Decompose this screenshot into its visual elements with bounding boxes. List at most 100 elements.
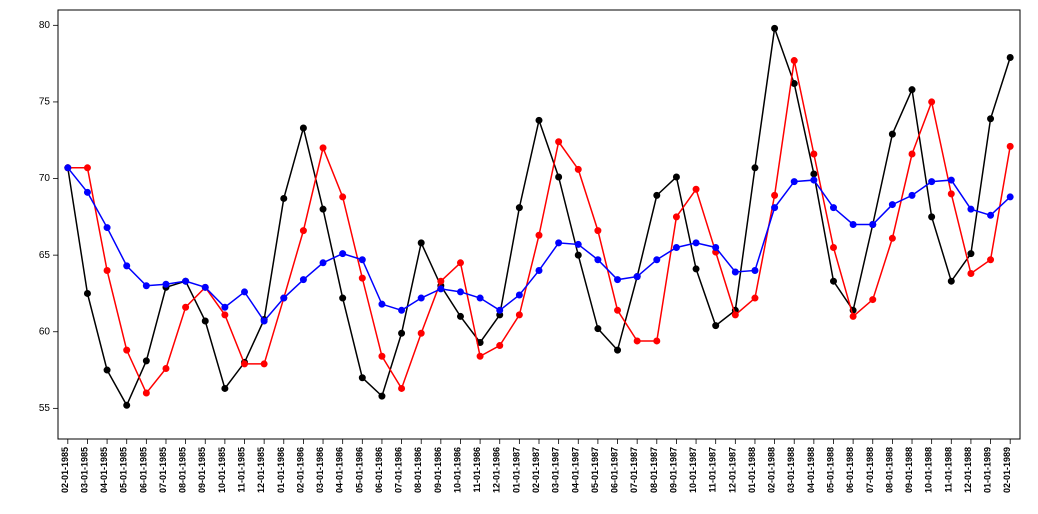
- series-red-marker: [948, 191, 954, 197]
- y-tick-label: 65: [39, 250, 51, 261]
- series-red-marker: [988, 257, 994, 263]
- x-tick-label: 02-01-1985: [60, 447, 70, 493]
- series-black-marker: [359, 375, 365, 381]
- x-tick-label: 02-01-1987: [531, 447, 541, 493]
- series-black-marker: [752, 165, 758, 171]
- series-blue-marker: [772, 205, 778, 211]
- x-tick-label: 01-01-1988: [747, 447, 757, 493]
- series-black-marker: [654, 192, 660, 198]
- series-blue-marker: [418, 295, 424, 301]
- series-red-marker: [300, 228, 306, 234]
- series-blue-marker: [359, 257, 365, 263]
- series-red-marker: [242, 361, 248, 367]
- series-blue-marker: [457, 289, 463, 295]
- series-red-marker: [811, 151, 817, 157]
- series-blue-marker: [516, 292, 522, 298]
- series-blue-marker: [242, 289, 248, 295]
- series-black-marker: [909, 87, 915, 93]
- line-chart: 55606570758002-01-198503-01-198504-01-19…: [0, 0, 1038, 514]
- y-tick-label: 75: [39, 97, 51, 108]
- series-blue-marker: [84, 189, 90, 195]
- x-tick-label: 04-01-1988: [806, 447, 816, 493]
- series-red-marker: [183, 304, 189, 310]
- x-tick-label: 05-01-1988: [825, 447, 835, 493]
- series-red-marker: [654, 338, 660, 344]
- series-black-marker: [948, 278, 954, 284]
- series-blue-marker: [261, 318, 267, 324]
- x-tick-label: 11-01-1987: [708, 447, 718, 493]
- series-red-marker: [772, 192, 778, 198]
- x-tick-label: 07-01-1986: [394, 447, 404, 493]
- series-red-marker: [143, 390, 149, 396]
- series-blue-marker: [595, 257, 601, 263]
- series-black-marker: [988, 116, 994, 122]
- series-blue-marker: [850, 222, 856, 228]
- series-black-marker: [929, 214, 935, 220]
- series-blue-marker: [988, 212, 994, 218]
- series-blue-marker: [222, 304, 228, 310]
- series-black-marker: [300, 125, 306, 131]
- series-blue-marker: [477, 295, 483, 301]
- series-blue-marker: [1007, 194, 1013, 200]
- series-red-marker: [516, 312, 522, 318]
- series-black-marker: [889, 131, 895, 137]
- series-red-marker: [732, 312, 738, 318]
- series-red-marker: [124, 347, 130, 353]
- x-tick-label: 05-01-1987: [590, 447, 600, 493]
- series-black-marker: [791, 81, 797, 87]
- series-blue-marker: [183, 278, 189, 284]
- series-red-marker: [752, 295, 758, 301]
- x-tick-label: 03-01-1987: [551, 447, 561, 493]
- series-black-marker: [320, 206, 326, 212]
- x-tick-label: 01-01-1989: [983, 447, 993, 493]
- series-black-marker: [536, 117, 542, 123]
- x-tick-label: 10-01-1988: [924, 447, 934, 493]
- series-red-marker: [673, 214, 679, 220]
- series-red-marker: [850, 313, 856, 319]
- x-tick-label: 04-01-1987: [570, 447, 580, 493]
- series-red-marker: [870, 297, 876, 303]
- x-tick-label: 12-01-1988: [963, 447, 973, 493]
- x-tick-label: 09-01-1986: [433, 447, 443, 493]
- series-red-marker: [457, 260, 463, 266]
- x-tick-label: 02-01-1986: [295, 447, 305, 493]
- x-tick-label: 12-01-1985: [256, 447, 266, 493]
- series-black-marker: [673, 174, 679, 180]
- series-blue-marker: [811, 177, 817, 183]
- x-tick-label: 01-01-1987: [511, 447, 521, 493]
- series-black-marker: [124, 402, 130, 408]
- series-blue-marker: [968, 206, 974, 212]
- x-tick-label: 08-01-1986: [413, 447, 423, 493]
- x-tick-label: 12-01-1986: [492, 447, 502, 493]
- series-red-marker: [575, 166, 581, 172]
- series-black-marker: [772, 25, 778, 31]
- series-blue-marker: [634, 274, 640, 280]
- x-tick-label: 07-01-1987: [629, 447, 639, 493]
- series-red-marker: [320, 145, 326, 151]
- x-tick-label: 06-01-1988: [845, 447, 855, 493]
- series-blue-marker: [379, 301, 385, 307]
- series-blue-marker: [340, 251, 346, 257]
- series-red-marker: [536, 232, 542, 238]
- chart-svg: 55606570758002-01-198503-01-198504-01-19…: [0, 0, 1038, 514]
- series-blue-marker: [752, 267, 758, 273]
- x-tick-label: 01-01-1986: [276, 447, 286, 493]
- series-red-marker: [438, 278, 444, 284]
- series-blue-marker: [693, 240, 699, 246]
- x-tick-label: 09-01-1987: [668, 447, 678, 493]
- series-blue-marker: [438, 286, 444, 292]
- series-black-marker: [340, 295, 346, 301]
- series-red-marker: [634, 338, 640, 344]
- x-tick-label: 05-01-1986: [354, 447, 364, 493]
- x-tick-label: 11-01-1986: [472, 447, 482, 493]
- series-red-marker: [595, 228, 601, 234]
- series-black-marker: [811, 171, 817, 177]
- series-red-marker: [556, 139, 562, 145]
- x-tick-label: 10-01-1987: [688, 447, 698, 493]
- x-tick-label: 06-01-1985: [138, 447, 148, 493]
- series-blue-marker: [163, 281, 169, 287]
- x-tick-label: 11-01-1985: [237, 447, 247, 493]
- series-black-marker: [1007, 54, 1013, 60]
- x-tick-label: 03-01-1988: [786, 447, 796, 493]
- series-black-marker: [575, 252, 581, 258]
